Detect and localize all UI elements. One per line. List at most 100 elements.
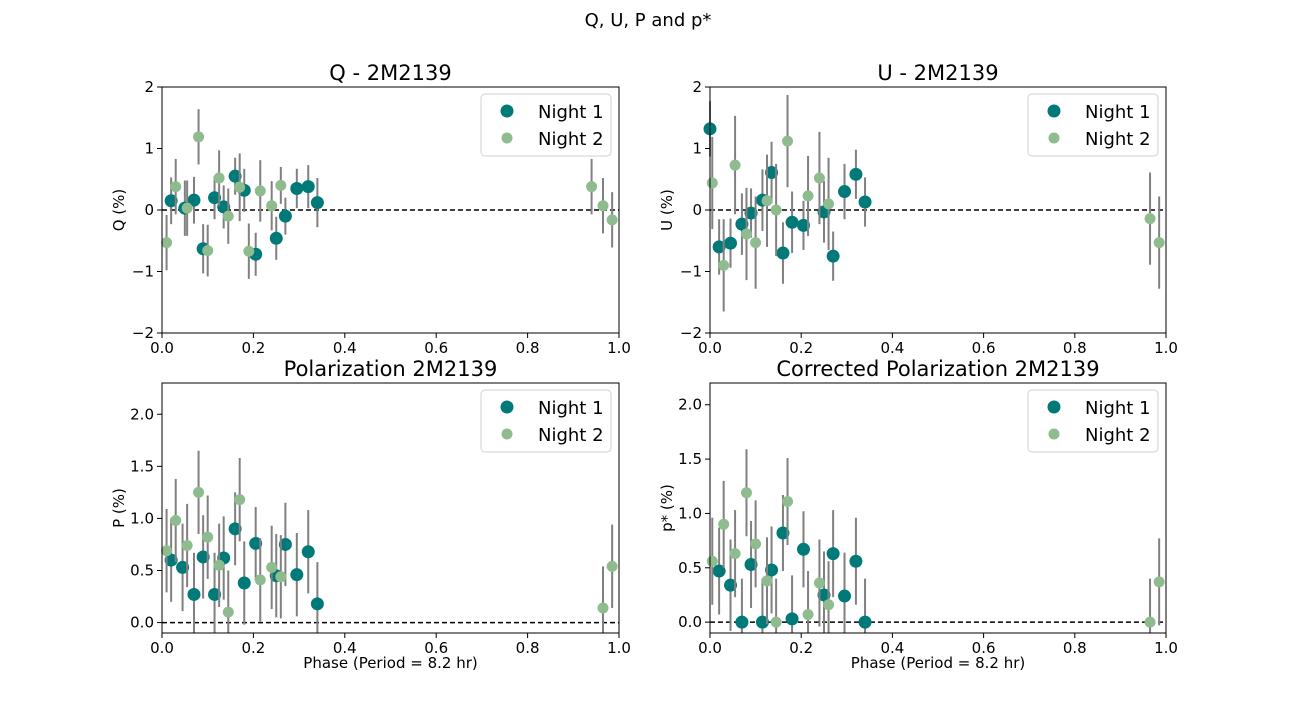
pstar-x-tick-label: 0.6 (972, 639, 996, 657)
u-data-point (823, 198, 835, 210)
q-legend: Night 1 Night 2 (480, 93, 612, 157)
p-y-tick-label: 0.5 (130, 562, 154, 580)
pstar-data-point (755, 615, 769, 629)
q-data-point (243, 245, 255, 257)
q-x-tick-label: 0.0 (150, 339, 174, 357)
q-data-point (266, 200, 278, 212)
p-series-night1 (164, 492, 324, 633)
u-data-point (724, 236, 738, 250)
p-x-tick-label: 0.6 (424, 639, 448, 657)
p-data-point (228, 522, 242, 536)
q-data-point (290, 181, 304, 195)
u-x-tick-label: 0.2 (789, 339, 813, 357)
pstar-series-night2 (706, 449, 1165, 633)
q-data-point (586, 181, 598, 193)
pstar-data-point (718, 518, 730, 530)
pstar-series-night1 (712, 494, 872, 633)
u-title: U - 2M2139 (877, 61, 998, 85)
q-legend-label-night1: Night 1 (538, 102, 604, 123)
p-data-point (196, 550, 210, 564)
u-data-point (740, 228, 752, 240)
p-y-tick-label: 1.0 (130, 509, 154, 527)
u-x-tick-label: 1.0 (1154, 339, 1178, 357)
p-y-axis-label: P (%) (110, 488, 128, 528)
pstar-data-point (735, 615, 749, 629)
q-x-tick-label: 0.8 (516, 339, 540, 357)
q-data-point (278, 209, 292, 223)
q-data-point (234, 181, 246, 193)
figure-title: Q, U, P and p* (584, 10, 712, 31)
u-y-axis-label: U (%) (658, 189, 676, 231)
u-data-point (735, 217, 749, 231)
pstar-data-point (826, 547, 840, 561)
q-data-point (193, 131, 205, 143)
p-y-tick-label: 0.0 (130, 614, 154, 632)
q-data-point (301, 180, 315, 194)
u-y-tick-label: 2 (692, 78, 702, 96)
p-data-point (290, 568, 304, 582)
pstar-data-point (849, 554, 863, 568)
pstar-data-point (712, 564, 726, 578)
q-series-night1 (164, 157, 324, 276)
p-legend-marker-night1 (500, 400, 514, 414)
pstar-legend-label-night1: Night 1 (1085, 398, 1151, 419)
q-y-tick-label: 2 (144, 78, 154, 96)
pstar-axes-frame (709, 382, 1167, 634)
u-data-point (849, 167, 863, 181)
q-legend-label-night2: Night 2 (538, 129, 604, 150)
q-legend-marker-night2 (501, 132, 513, 144)
u-data-point (826, 249, 840, 263)
q-data-point (310, 196, 324, 210)
panel-p: Polarization 2M2139 0.0 0.2 0.4 0.6 0.8 1.0 0.0… (110, 357, 631, 672)
pstar-data-point (838, 589, 852, 603)
pstar-legend: Night 1 Night 2 (1027, 389, 1159, 453)
pstar-data-point (785, 612, 799, 626)
pstar-data-point (776, 526, 790, 540)
pstar-y-tick-label: 0.5 (678, 559, 702, 577)
p-title: Polarization 2M2139 (284, 357, 498, 381)
u-x-tick-label: 0.4 (880, 339, 904, 357)
pstar-data-point (761, 575, 773, 587)
pstar-y-tick-label: 1.0 (678, 504, 702, 522)
u-y-tick-label: −1 (680, 263, 702, 281)
u-data-point (729, 159, 741, 171)
p-legend-label-night2: Night 2 (538, 425, 604, 446)
q-legend-box (480, 93, 612, 157)
q-x-tick-label: 0.6 (424, 339, 448, 357)
q-data-point (187, 193, 201, 207)
pstar-data-point (750, 538, 762, 550)
p-legend-marker-night2 (501, 428, 513, 440)
pstar-y-tick-label: 2.0 (678, 396, 702, 414)
u-legend-box (1027, 93, 1159, 157)
u-legend-label-night2: Night 2 (1085, 129, 1151, 150)
q-data-point (269, 231, 283, 245)
pstar-y-axis-label: p* (%) (658, 484, 676, 532)
u-data-point (712, 240, 726, 254)
pstar-data-point (706, 555, 718, 567)
p-data-point (161, 545, 173, 557)
p-x-tick-label: 0.4 (333, 639, 357, 657)
p-data-point (181, 540, 193, 551)
pstar-data-point (744, 558, 758, 572)
u-data-point (782, 135, 794, 147)
q-y-tick-label: 1 (144, 140, 154, 158)
pstar-data-point (817, 588, 831, 602)
q-data-point (222, 210, 234, 222)
u-legend: Night 1 Night 2 (1027, 93, 1159, 157)
u-data-point (802, 190, 814, 202)
q-y-tick-label: 0 (144, 201, 154, 219)
pstar-data-point (813, 577, 825, 589)
u-data-point (838, 185, 852, 199)
p-data-point (208, 587, 222, 601)
pstar-x-axis-label: Phase (Period = 8.2 hr) (851, 654, 1025, 672)
p-data-point (164, 553, 178, 567)
pstar-x-tick-label: 0.4 (880, 639, 904, 657)
p-x-axis-label: Phase (Period = 8.2 hr) (303, 654, 477, 672)
pstar-title: Corrected Polarization 2M2139 (776, 357, 1099, 381)
p-data-point (202, 531, 214, 543)
pstar-x-tick-label: 0.8 (1063, 639, 1087, 657)
u-data-point (765, 165, 779, 179)
p-y-tick-label: 1.5 (130, 457, 154, 475)
u-x-tick-label: 0.0 (698, 339, 722, 357)
